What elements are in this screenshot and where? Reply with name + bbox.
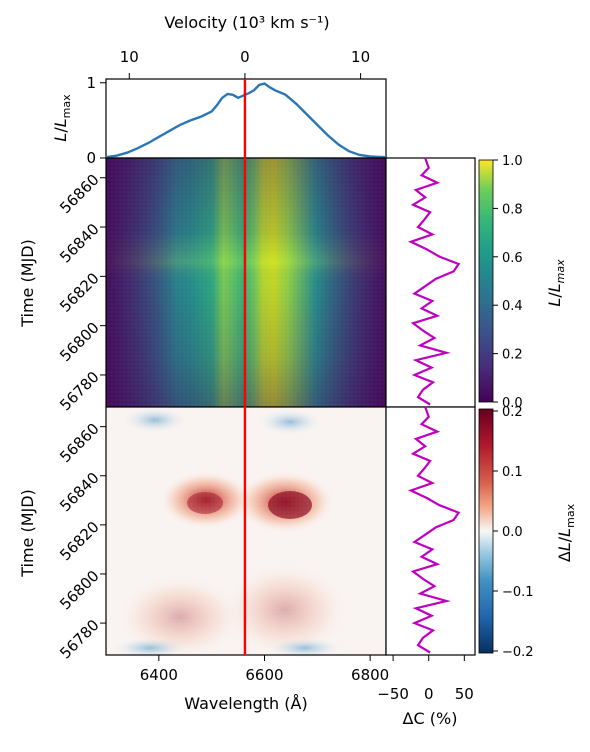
colorbar-tick-label: −0.1	[502, 585, 534, 600]
residual-y-label: Time (MJD)	[18, 489, 37, 578]
delta-c-tick-label: 0	[424, 685, 434, 703]
mean-flux-y-label: Time (MJD)	[18, 239, 37, 328]
colorbar-tick-label: 0.2	[502, 405, 523, 420]
time-tick-label: 56840	[56, 220, 102, 266]
colorbar-residual-ticks: 0.2 0.1 0.0 −0.1 −0.2	[493, 405, 534, 660]
lightcurve-upper-line	[407, 157, 461, 406]
colorbar-residual	[478, 408, 494, 654]
time-tick-label: 56780	[56, 616, 102, 662]
wavelength-axis-label: Wavelength (Å)	[184, 694, 307, 713]
delta-c-label: ΔC (%)	[403, 709, 458, 728]
colorbar-tick-label: 0.2	[502, 348, 523, 363]
colorbar-tick-label: 0.6	[502, 251, 523, 266]
wavelength-ticks: 6400 6600 6800	[140, 655, 389, 684]
velocity-tick-label: 10	[120, 48, 139, 66]
velocity-axis-label: Velocity (10³ km s⁻¹)	[164, 13, 329, 32]
velocity-tick-label: 0	[240, 48, 250, 66]
profile-y-label: L/Lmax	[51, 94, 73, 142]
time-tick-label: 56800	[56, 567, 102, 613]
wavelength-tick-label: 6600	[245, 666, 283, 684]
profile-y-tick-label: 0	[86, 149, 96, 167]
colorbar-tick-label: 0.1	[502, 465, 523, 480]
colorbar-tick-label: 0.0	[502, 396, 523, 411]
time-tick-label: 56800	[56, 319, 102, 365]
wavelength-tick-label: 6800	[351, 666, 389, 684]
velocity-tick-label: 10	[351, 48, 370, 66]
wavelength-tick-label: 6400	[140, 666, 178, 684]
time-tick-label: 56860	[56, 171, 102, 217]
colorbar-residual-label: ΔL/Lmax	[555, 503, 577, 562]
lightcurve-lower-line	[407, 406, 461, 654]
profile-y-ticks: 01	[86, 74, 106, 167]
colorbar-tick-label: −0.2	[502, 645, 534, 660]
colorbar-tick-label: 1.0	[502, 154, 523, 169]
time-tick-label: 56820	[56, 269, 102, 315]
velocity-ticks: 10 0 10	[120, 48, 370, 79]
colorbar-flux-label: L/Lmax	[545, 259, 567, 307]
colorbar-tick-label: 0.4	[502, 299, 523, 314]
time-tick-label: 56860	[56, 420, 102, 466]
profile-y-tick-label: 1	[86, 74, 96, 92]
colorbar-flux-ticks: 1.0 0.8 0.6 0.4 0.2 0.0	[493, 154, 523, 411]
colorbar-flux	[478, 159, 494, 403]
time-tick-label: 56820	[56, 518, 102, 564]
colorbar-tick-label: 0.8	[502, 202, 523, 217]
colorbar-tick-label: 0.0	[502, 525, 523, 540]
delta-c-tick-label: −50	[377, 685, 409, 703]
time-tick-label: 56780	[56, 368, 102, 414]
delta-c-tick-label: 50	[455, 685, 474, 703]
delta-c-ticks: −50 0 50	[377, 655, 474, 703]
time-tick-label: 56840	[56, 469, 102, 515]
